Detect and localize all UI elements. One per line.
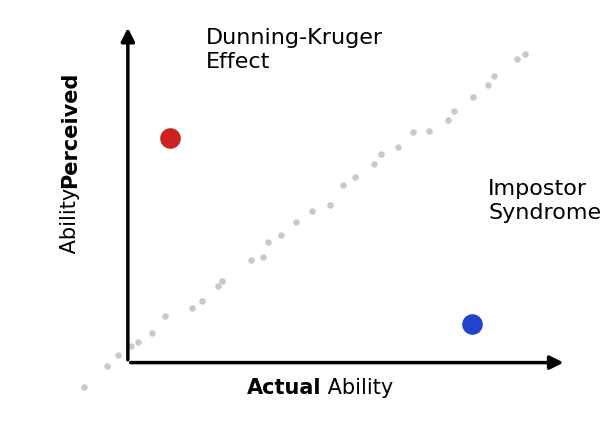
Point [443,116,453,123]
Point [187,305,197,312]
Point [277,231,286,239]
Point [484,82,493,89]
Point [338,182,347,189]
Point [160,313,170,320]
Text: Ability: Ability [321,377,393,397]
Point [79,384,89,391]
Point [214,283,223,290]
Point [217,277,227,285]
Point [258,254,268,261]
Point [376,150,386,157]
Point [148,330,157,337]
Text: Perceived: Perceived [61,72,80,188]
Point [113,352,123,359]
Point [133,338,143,345]
Point [489,73,499,80]
Point [291,219,301,226]
Text: Actual: Actual [247,377,321,397]
Point [197,298,207,305]
Point [307,208,317,215]
Text: Impostor
Syndrome: Impostor Syndrome [488,179,600,223]
Point [126,343,136,350]
Point [103,363,112,370]
Point [370,161,379,168]
Point [520,50,529,58]
Point [350,173,359,180]
Point [393,143,403,150]
Point [165,134,175,141]
Point [512,55,522,62]
Point [424,128,434,135]
Point [325,201,335,208]
Point [409,129,418,136]
Point [468,93,478,100]
Point [263,238,272,245]
Point [246,256,256,264]
Text: Dunning-Kruger
Effect: Dunning-Kruger Effect [206,28,383,71]
Point [449,107,458,114]
Text: Ability: Ability [61,188,80,260]
Point [467,320,477,327]
